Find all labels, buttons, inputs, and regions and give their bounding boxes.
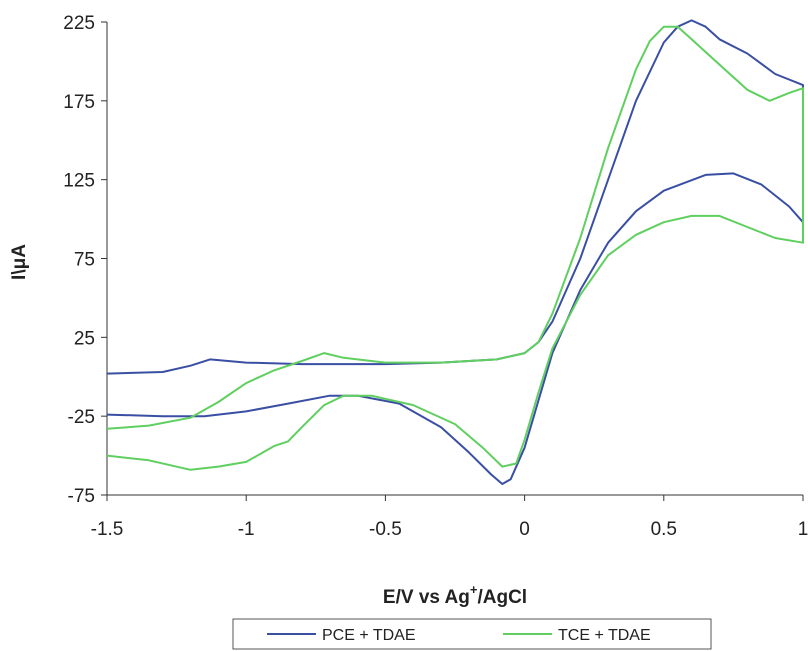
x-tick-label: 0 [519, 519, 530, 540]
series-layer [106, 19, 804, 485]
x-tick-label: 1 [798, 519, 808, 540]
y-tick-label: 125 [63, 171, 95, 192]
y-axis-title: I\μA [9, 244, 30, 280]
x-axis-title-superscript: + [470, 582, 478, 597]
y-tick-label: -75 [68, 486, 95, 507]
legend-label-tce: TCE + TDAE [558, 627, 651, 644]
x-axis-title: E/V vs Ag+/AgCl [383, 582, 527, 608]
series-line-1 [106, 25, 804, 471]
y-tick-label: 75 [74, 250, 95, 271]
x-tick-label: 0.5 [651, 519, 677, 540]
x-axis-title-tail: /AgCl [477, 587, 527, 608]
x-tick-label: -1 [238, 519, 255, 540]
y-tick-label: 175 [63, 92, 95, 113]
y-tick-label: -25 [68, 407, 95, 428]
y-tick-group: -75 -25 25 75 125 175 225 [63, 13, 107, 507]
x-axis-title-main: E/V vs Ag [383, 587, 470, 608]
y-axis: -75 -25 25 75 125 175 225 [63, 13, 108, 507]
x-tick-group: -1.5 -1 -0.5 0 0.5 1 [91, 495, 808, 540]
series-line-0 [106, 19, 804, 485]
x-axis: -1.5 -1 -0.5 0 0.5 1 [91, 494, 808, 540]
legend-label-pce: PCE + TDAE [322, 627, 416, 644]
x-tick-label: -0.5 [369, 519, 402, 540]
x-tick-label: -1.5 [91, 519, 124, 540]
y-tick-label: 225 [63, 13, 95, 34]
legend: PCE + TDAE TCE + TDAE [232, 618, 712, 650]
y-tick-label: 25 [74, 328, 95, 349]
